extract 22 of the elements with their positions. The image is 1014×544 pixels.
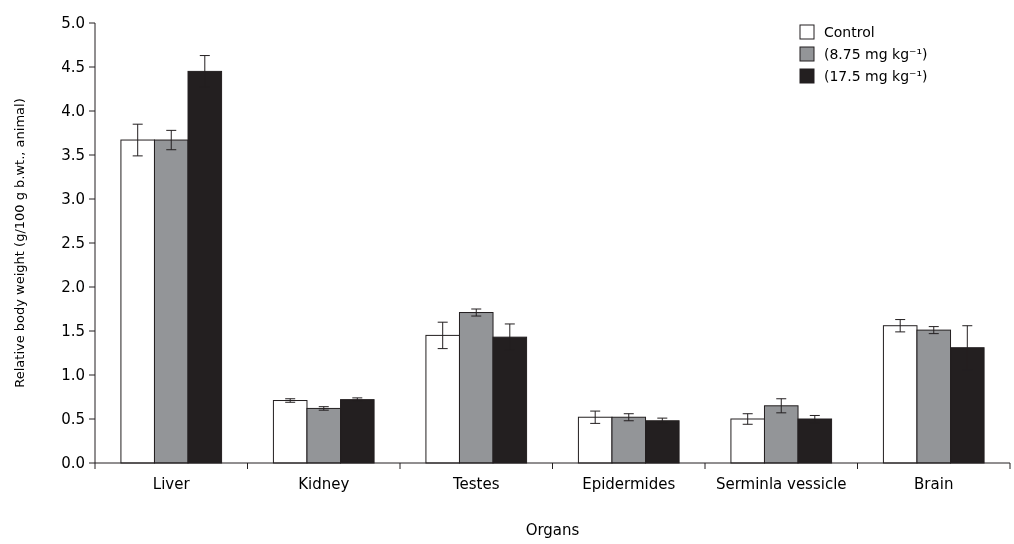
legend-label: (17.5 mg kg⁻¹) xyxy=(824,67,928,84)
x-tick-label: Liver xyxy=(152,475,191,493)
legend-label: Control xyxy=(824,23,875,40)
y-tick-label: 3.0 xyxy=(61,190,85,209)
x-tick-label: Epidermides xyxy=(582,475,676,493)
y-tick-label: 2.5 xyxy=(61,234,85,253)
y-tick-label: 4.0 xyxy=(61,102,85,121)
x-tick-label: Kidney xyxy=(298,475,350,493)
x-tick-label: Brain xyxy=(914,475,954,493)
x-tick-label: Serminla vessicle xyxy=(715,475,847,493)
y-tick-label: 5.0 xyxy=(61,14,85,33)
y-tick-label: 2.0 xyxy=(61,278,85,297)
x-tick-label: Testes xyxy=(451,475,500,493)
legend-label: (8.75 mg kg⁻¹) xyxy=(824,45,928,62)
y-tick-label: 1.0 xyxy=(61,366,85,385)
y-tick-label: 0.0 xyxy=(61,454,85,473)
y-axis-title: Relative body weight (g/100 g b.wt., animal) xyxy=(12,98,27,388)
y-tick-label: 1.5 xyxy=(61,322,85,341)
y-tick-label: 0.5 xyxy=(61,410,85,429)
y-tick-label: 3.5 xyxy=(61,146,85,165)
x-axis-title: Organs xyxy=(525,521,580,539)
y-tick-label: 4.5 xyxy=(61,58,85,77)
